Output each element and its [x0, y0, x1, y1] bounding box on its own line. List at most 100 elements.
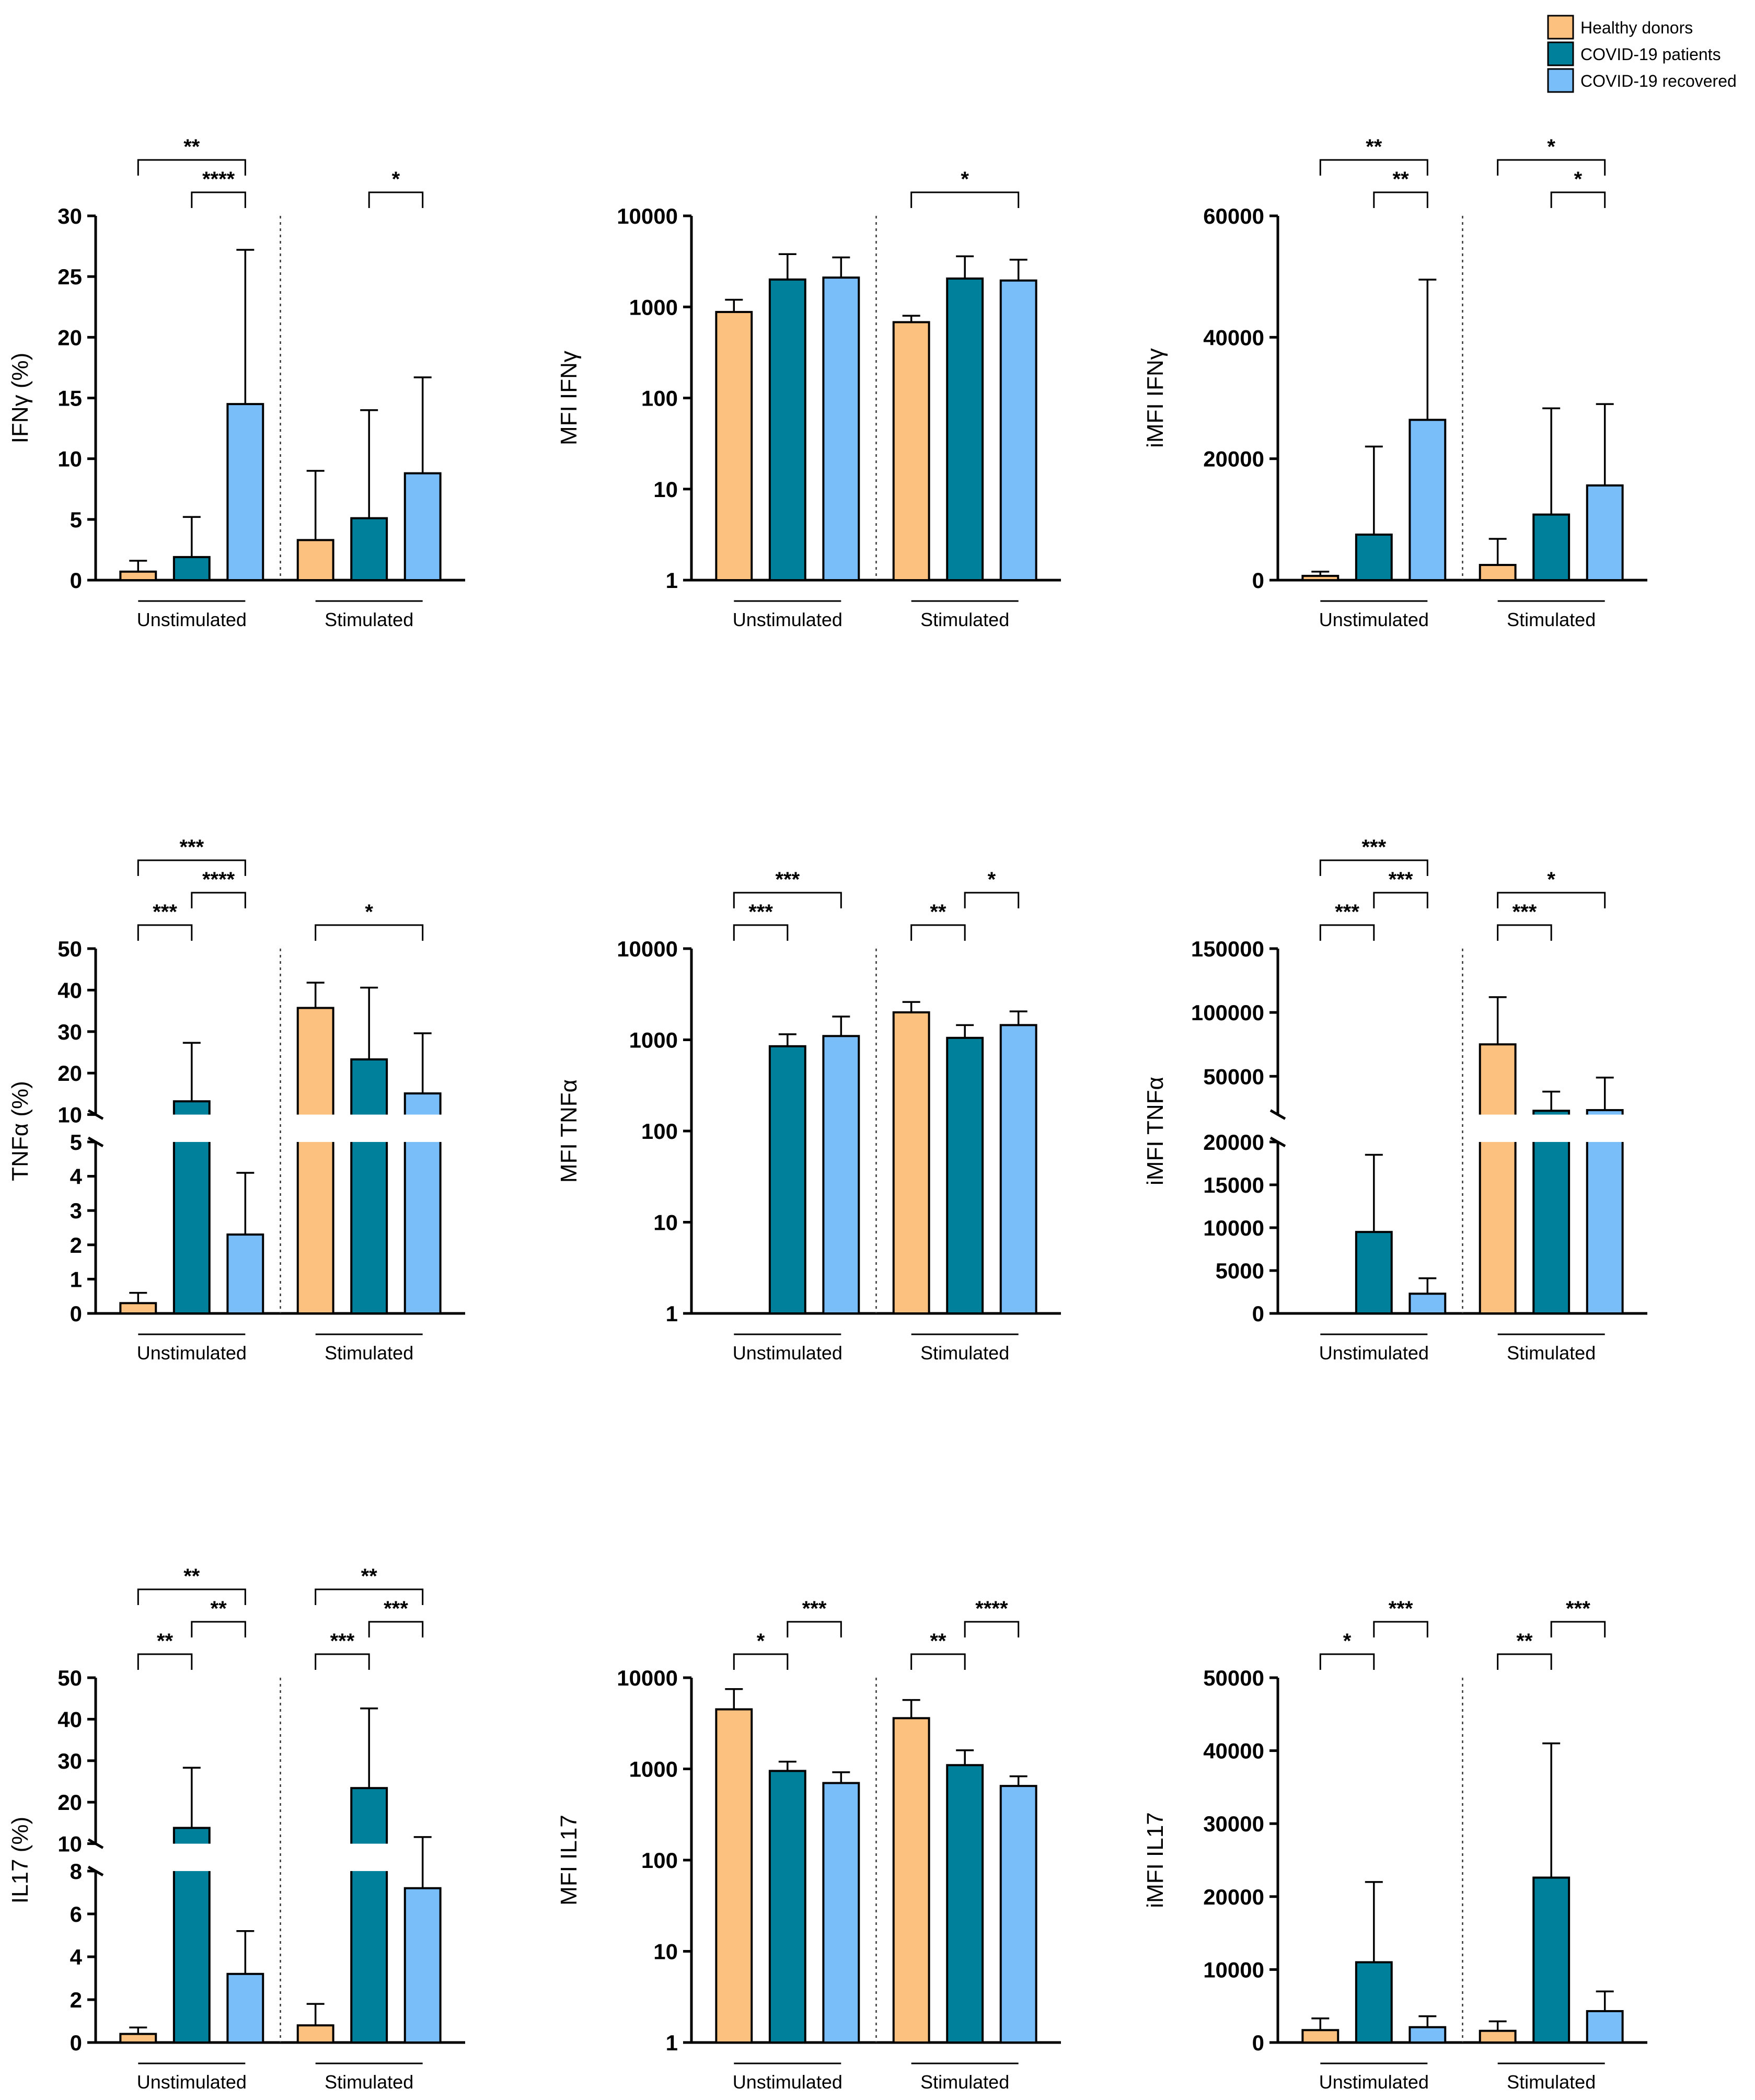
- y-tick-label: 2: [70, 1988, 82, 2012]
- significance-label: *: [1343, 1630, 1352, 1653]
- significance-bracket: [137, 1588, 246, 1605]
- y-tick-label: 30: [57, 1749, 82, 1773]
- bar: [892, 1717, 930, 2044]
- y-tick-label: 100: [641, 1119, 678, 1144]
- significance-label: ****: [975, 1597, 1008, 1620]
- significance-label: *: [757, 1630, 765, 1653]
- bar: [1586, 484, 1624, 582]
- x-category-label: Stimulated: [1507, 1342, 1596, 1364]
- chart-panel: 0 20000 40000 60000 iMFI IFNγ Unstimulated Sti…: [1142, 135, 1647, 630]
- significance-bracket: [191, 1621, 246, 1637]
- y-tick-label: 10: [57, 447, 82, 471]
- significance-bracket: [137, 159, 246, 176]
- legend-label: COVID-19 patients: [1580, 45, 1721, 64]
- bar: [403, 1887, 442, 2044]
- chart-panel: 1 10 100 1000 10000 MFI IL17 Unstimulated Stimu…: [556, 1597, 1061, 2093]
- bar: [350, 517, 388, 582]
- x-category-label: Stimulated: [325, 1342, 413, 1364]
- y-tick-label: 40: [57, 1707, 82, 1732]
- significance-bracket: [733, 924, 789, 941]
- significance-bracket: [1373, 191, 1428, 208]
- significance-label: ***: [179, 836, 204, 859]
- y-tick-label: 150000: [1191, 937, 1264, 961]
- significance-bracket: [787, 1621, 842, 1637]
- significance-bracket: [1373, 892, 1428, 908]
- legend-swatch: [1547, 15, 1574, 40]
- y-tick-label: 1: [70, 1267, 82, 1291]
- x-category-label: Unstimulated: [137, 2071, 247, 2093]
- bar: [1532, 513, 1571, 581]
- bar: [226, 1972, 264, 2044]
- x-category-label: Stimulated: [1507, 609, 1596, 630]
- bar-break-gap: [1531, 1114, 1572, 1142]
- x-category-label: Unstimulated: [137, 1342, 247, 1364]
- bar: [172, 556, 211, 582]
- x-category-label: Stimulated: [920, 609, 1009, 630]
- significance-label: ***: [153, 901, 177, 924]
- y-tick-label: 4: [70, 1945, 83, 1969]
- significance-label: ***: [1389, 1597, 1413, 1620]
- significance-label: **: [930, 1630, 946, 1653]
- bar: [296, 1007, 334, 1314]
- significance-label: ***: [384, 1597, 408, 1620]
- significance-label: ***: [1335, 901, 1359, 924]
- y-tick-label: 10000: [617, 1666, 678, 1690]
- x-category-label: Unstimulated: [733, 1342, 842, 1364]
- chart-panel: 0 10000 20000 30000 40000 50000 iMFI IL17 Unsti…: [1142, 1597, 1647, 2093]
- significance-label: ***: [775, 868, 800, 891]
- significance-label: **: [211, 1597, 227, 1620]
- bar: [403, 472, 442, 582]
- significance-bracket: [910, 924, 966, 941]
- y-tick-label: 4: [70, 1164, 83, 1189]
- significance-bracket: [910, 191, 1020, 208]
- bar: [296, 2024, 334, 2044]
- legend-swatch: [1547, 41, 1574, 66]
- y-tick-label: 20: [57, 1061, 82, 1086]
- significance-bracket: [137, 924, 193, 941]
- y-tick-label: 10000: [1203, 1216, 1264, 1240]
- x-category-label: Unstimulated: [1319, 1342, 1429, 1364]
- x-category-label: Unstimulated: [1319, 2071, 1429, 2093]
- y-tick-label: 1: [666, 1301, 678, 1326]
- significance-label: ***: [1389, 868, 1413, 891]
- y-tick-label: 30: [57, 1020, 82, 1044]
- x-category-label: Unstimulated: [733, 2071, 842, 2093]
- significance-label: *: [365, 901, 373, 924]
- bar: [946, 1036, 984, 1314]
- significance-label: **: [183, 1565, 200, 1588]
- y-tick-label: 5: [70, 1130, 82, 1155]
- chart-panel: 0 1 2 3 4 5 10 20 30 40 50 TNFα (%) Unstimulated Stim…: [7, 836, 465, 1364]
- y-tick-label: 20: [57, 325, 82, 350]
- y-axis-label: MFI IFNγ: [556, 351, 582, 445]
- bar-break-gap: [1585, 1114, 1625, 1142]
- y-tick-label: 1: [666, 568, 678, 593]
- significance-bracket: [1550, 1621, 1606, 1637]
- bar: [1479, 563, 1517, 582]
- bar: [715, 1708, 753, 2044]
- legend-label: COVID-19 recovered: [1580, 72, 1737, 90]
- axis-break-mark: [1269, 1109, 1286, 1120]
- legend-label: Healthy donors: [1580, 18, 1693, 37]
- bar: [1479, 1043, 1517, 1314]
- bar: [1355, 1961, 1393, 2044]
- significance-label: *: [392, 168, 400, 191]
- y-tick-label: 60000: [1203, 204, 1264, 228]
- significance-label: ***: [1512, 901, 1537, 924]
- y-tick-label: 15: [57, 386, 82, 411]
- y-axis-label: iMFI TNFα: [1142, 1077, 1168, 1185]
- chart-panel: 0 2 4 6 8 10 20 30 40 50 IL17 (%) Unstimulated Stimu…: [7, 1565, 465, 2093]
- y-tick-label: 40000: [1203, 1739, 1264, 1763]
- significance-label: ***: [748, 901, 773, 924]
- y-axis-label: MFI IL17: [556, 1815, 582, 1906]
- bar: [715, 310, 753, 581]
- significance-label: **: [183, 135, 200, 158]
- y-tick-label: 50: [57, 1666, 82, 1690]
- y-axis-label: iMFI IFNγ: [1142, 348, 1168, 448]
- y-tick-label: 25: [57, 264, 82, 289]
- significance-bracket: [1497, 892, 1606, 908]
- bar: [1479, 2029, 1517, 2044]
- significance-bracket: [315, 1653, 370, 1670]
- y-tick-label: 100: [641, 386, 678, 411]
- significance-label: **: [361, 1565, 378, 1588]
- x-category-label: Unstimulated: [1319, 609, 1429, 630]
